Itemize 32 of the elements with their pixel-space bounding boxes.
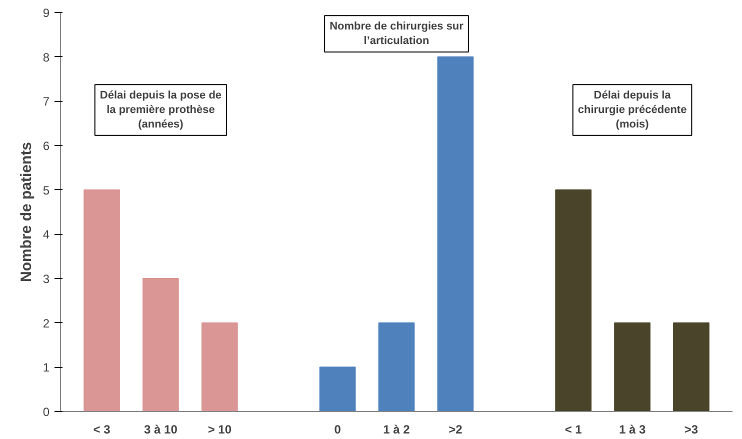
x-tick-label: > 10 bbox=[208, 422, 232, 436]
y-tick-label: 5 bbox=[42, 183, 50, 198]
bar bbox=[84, 189, 120, 412]
bar bbox=[319, 366, 356, 412]
y-tick-label: 4 bbox=[42, 228, 50, 242]
y-tick-label: 3 bbox=[42, 272, 50, 286]
y-tick-label: 2 bbox=[42, 316, 50, 330]
y-tick-label: 9 bbox=[42, 6, 50, 20]
y-tick-label: 8 bbox=[42, 50, 50, 64]
x-tick-label: 1 à 2 bbox=[383, 422, 410, 436]
y-tick-label: 7 bbox=[42, 94, 50, 109]
annotation: Délai depuis la pose de la première prothèse (années) bbox=[100, 90, 222, 130]
bar bbox=[437, 56, 474, 412]
x-tick-label: 3 à 10 bbox=[144, 422, 178, 436]
x-tick-label: < 1 bbox=[564, 422, 582, 436]
x-tick-label: 1 à 3 bbox=[618, 422, 646, 436]
x-tick-label: 0 bbox=[334, 422, 342, 436]
annotation: Délai depuis la chirurgie précédente (mois) bbox=[578, 90, 687, 130]
x-tick-label: < 3 bbox=[93, 422, 111, 436]
bar bbox=[378, 322, 415, 412]
bar bbox=[142, 278, 179, 412]
y-tick-label: 6 bbox=[42, 139, 50, 153]
x-tick-label: >2 bbox=[448, 422, 463, 436]
bar bbox=[614, 322, 650, 412]
bar bbox=[201, 322, 238, 412]
x-tick-label: >3 bbox=[684, 422, 698, 436]
bar bbox=[673, 322, 710, 412]
y-tick-label: 0 bbox=[42, 405, 50, 419]
y-tick-label: 1 bbox=[42, 360, 50, 375]
annotation: Nombre de chirurgies sur l’articulation bbox=[330, 20, 464, 47]
bar bbox=[555, 189, 592, 412]
y-axis-title: Nombre de patients bbox=[18, 142, 35, 282]
